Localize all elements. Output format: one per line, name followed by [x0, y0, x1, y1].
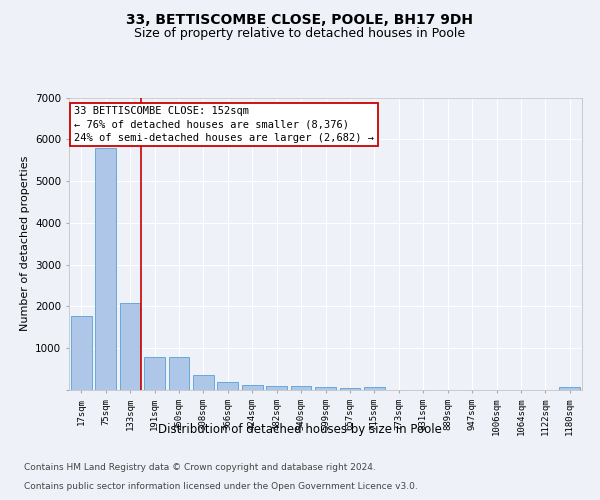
Bar	[242, 385, 263, 390]
Text: Contains HM Land Registry data © Crown copyright and database right 2024.: Contains HM Land Registry data © Crown c…	[24, 464, 376, 472]
Bar	[364, 388, 385, 390]
Bar	[559, 388, 580, 390]
Bar	[266, 386, 287, 390]
Bar	[217, 382, 238, 390]
Text: 33 BETTISCOMBE CLOSE: 152sqm
← 76% of detached houses are smaller (8,376)
24% of: 33 BETTISCOMBE CLOSE: 152sqm ← 76% of de…	[74, 106, 374, 142]
Bar	[315, 387, 336, 390]
Text: 33, BETTISCOMBE CLOSE, POOLE, BH17 9DH: 33, BETTISCOMBE CLOSE, POOLE, BH17 9DH	[127, 12, 473, 26]
Text: Contains public sector information licensed under the Open Government Licence v3: Contains public sector information licen…	[24, 482, 418, 491]
Y-axis label: Number of detached properties: Number of detached properties	[20, 156, 29, 332]
Bar	[144, 356, 165, 390]
Text: Distribution of detached houses by size in Poole: Distribution of detached houses by size …	[158, 422, 442, 436]
Text: Size of property relative to detached houses in Poole: Size of property relative to detached ho…	[134, 28, 466, 40]
Bar	[95, 148, 116, 390]
Bar	[71, 316, 92, 390]
Bar	[169, 358, 190, 390]
Bar	[340, 388, 361, 390]
Bar	[193, 374, 214, 390]
Bar	[290, 386, 311, 390]
Bar	[119, 303, 140, 390]
